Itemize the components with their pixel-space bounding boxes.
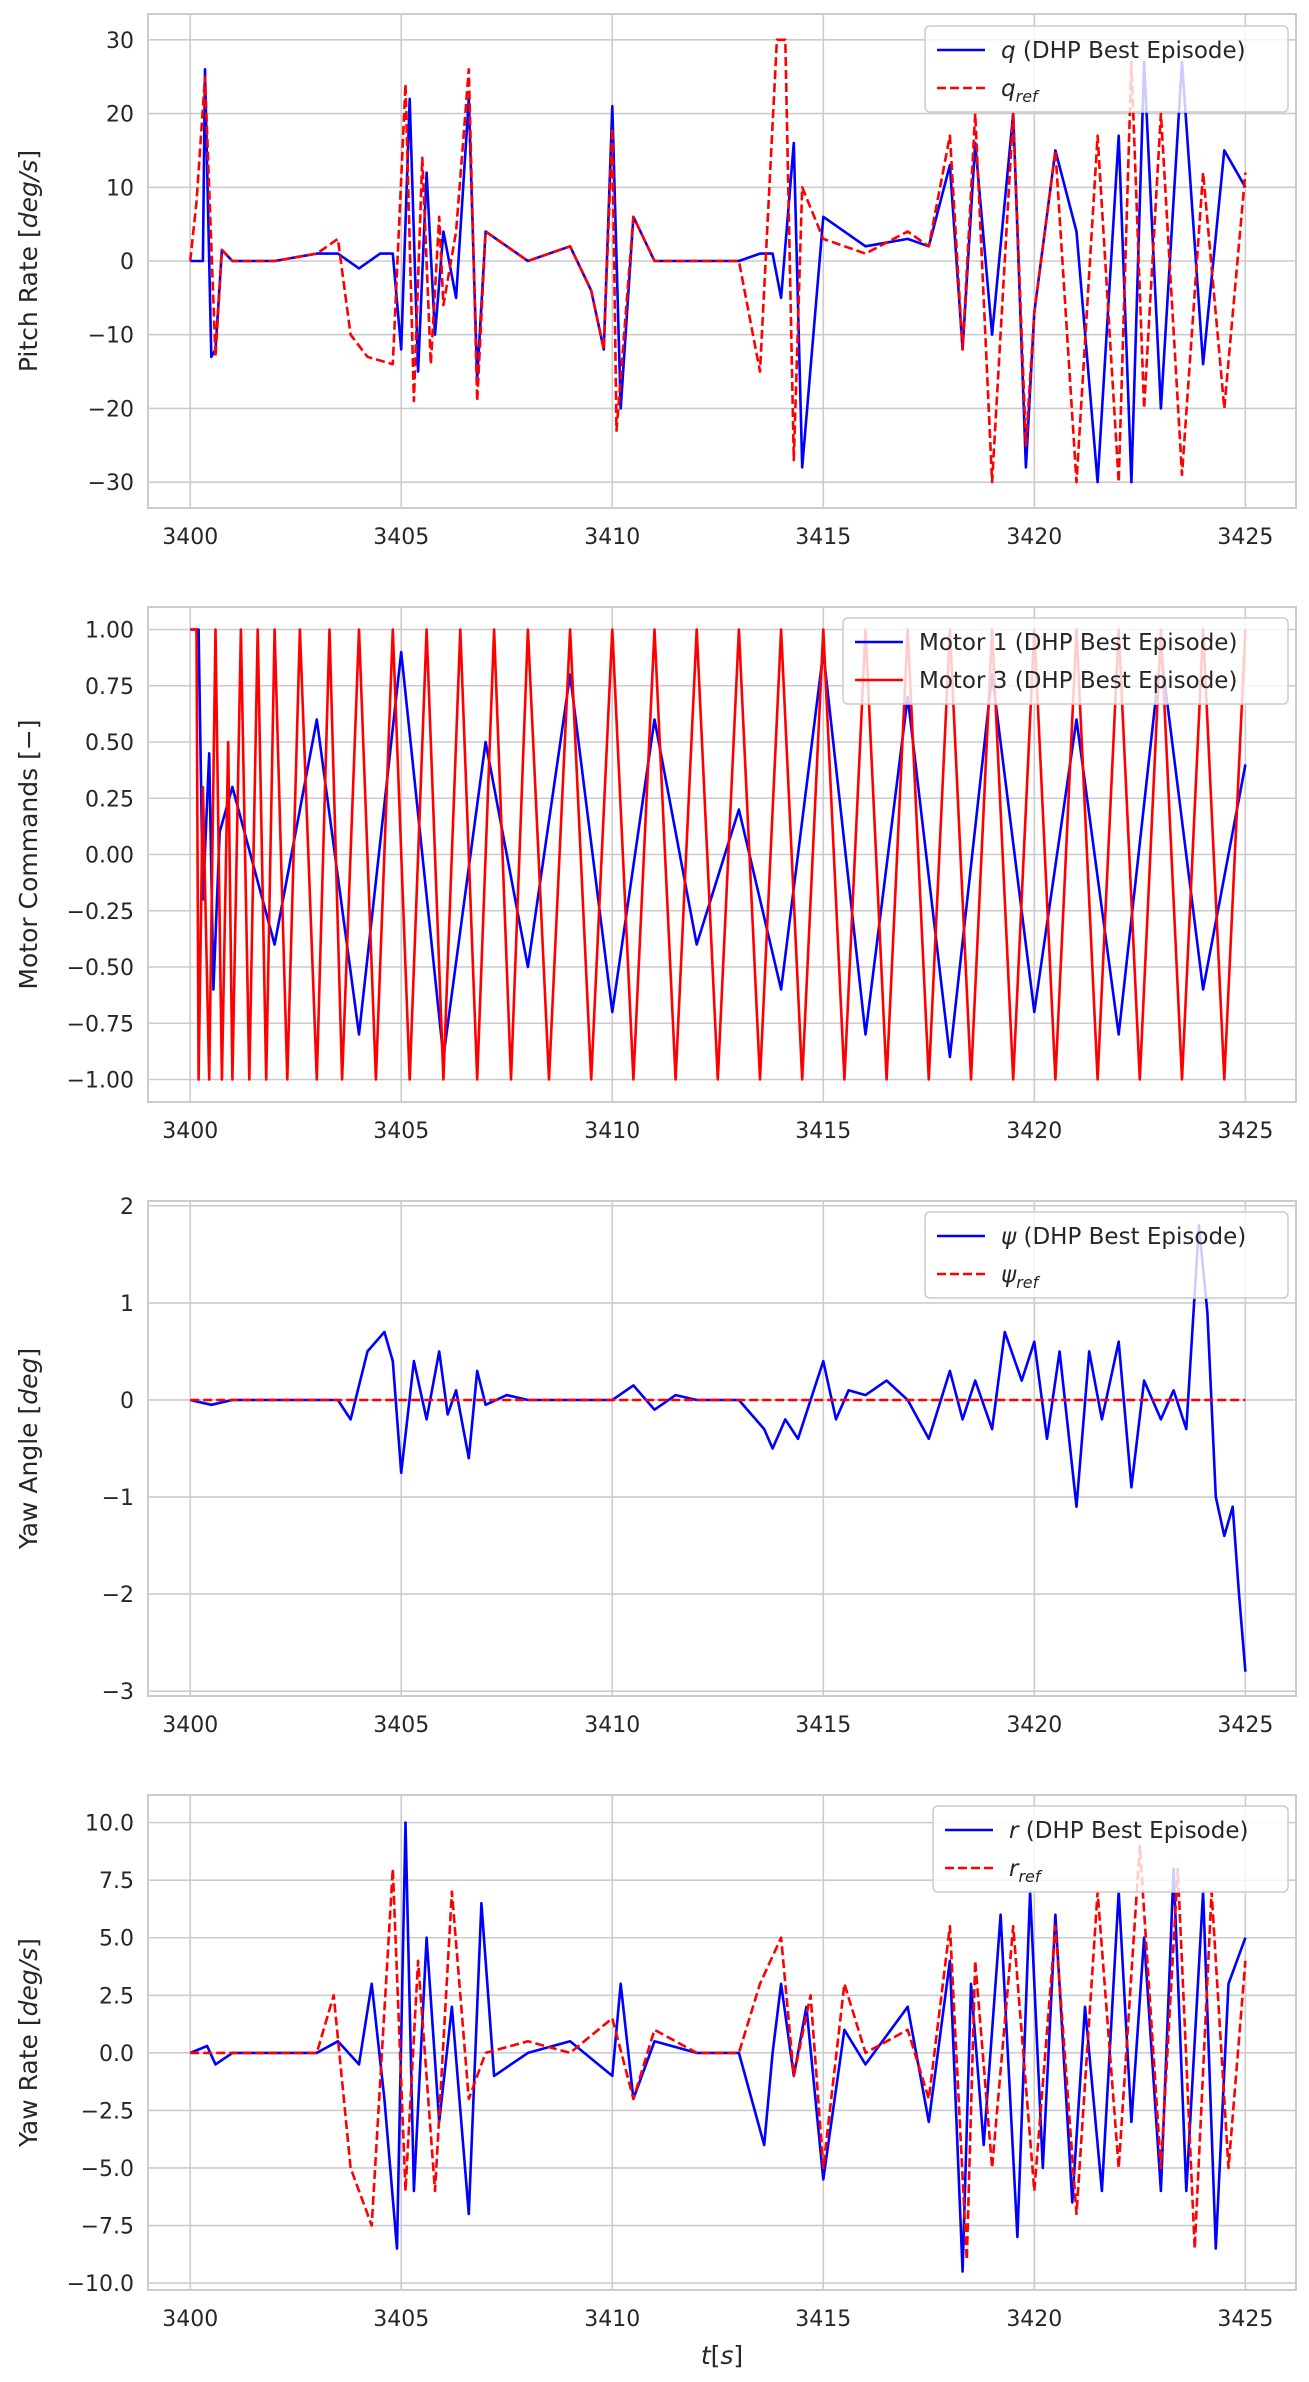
legend-label: rref [1009,1856,1043,1886]
x-tick-label: 3415 [795,2307,851,2332]
x-tick-label: 3420 [1006,525,1062,550]
y-tick-label: −2 [102,1583,134,1608]
y-tick-label: −5.0 [81,2157,134,2182]
axes-frame [147,13,1297,509]
y-tick-label: 0 [120,250,134,275]
y-tick-label: −2.5 [81,2099,134,2124]
y-tick-label: 10 [106,176,134,201]
series-group [189,1821,1247,2273]
legend-label: q (DHP Best Episode) [1001,38,1246,64]
subplot-4: 3400 3405 3410 3415 3420 3425 10.0 7.5 5.0 2.5 0.0… [14,1794,1297,2370]
y-axis-label: Pitch Rate [deg/s] [14,150,43,372]
x-tick-label: 3405 [373,1119,429,1144]
subplot-1: 3400 3405 3410 3415 3420 3425 30 20 10 0 −10 −20 −30… [14,13,1297,550]
subplot-3: 3400 3405 3410 3415 3420 3425 2 1 0 −1 −2 −3 Yaw Ang… [14,1195,1297,1738]
y-tick-label: −3 [102,1680,134,1705]
y-tick-label: −1 [102,1486,134,1511]
x-tick-label: 3410 [584,1119,640,1144]
y-tick-label: −0.75 [67,1012,134,1037]
x-tick-label: 3405 [373,525,429,550]
legend-box [932,1805,1289,1893]
y-tick-label: 0 [120,1389,134,1414]
legend-label: Motor 1 (DHP Best Episode) [919,630,1237,656]
legend: q (DHP Best Episode) qref [924,25,1289,113]
y-tick-label: −1.00 [67,1069,134,1094]
legend-label: ψ (DHP Best Episode) [1001,1224,1246,1250]
legend: Motor 1 (DHP Best Episode) Motor 3 (DHP B… [842,617,1289,705]
y-tick-label: 0.0 [99,2042,134,2067]
y-tick-label: 1 [120,1292,134,1317]
series-line-1 [189,1821,1247,2273]
y-tick-label: 1.00 [85,619,134,644]
x-tick-label: 3400 [162,1119,218,1144]
legend-box [924,1211,1289,1299]
y-tick-label: 30 [106,29,134,54]
y-tick-label: −10 [88,324,134,349]
y-axis-label: Motor Commands [−] [14,719,43,989]
subplot-2: 3400 3405 3410 3415 3420 3425 1.00 0.75 0.50 0.25… [14,606,1297,1144]
x-tick-label: 3400 [162,1713,218,1738]
y-tick-label: −20 [88,397,134,422]
y-tick-label: 0.25 [85,787,134,812]
legend-label: r (DHP Best Episode) [1009,1818,1248,1844]
y-tick-label: −30 [88,471,134,496]
y-tick-label: 20 [106,103,134,128]
y-axis-label: Yaw Rate [deg/s] [14,1938,43,2148]
axes-frame [147,1794,1297,2291]
x-tick-label: 3405 [373,2307,429,2332]
y-tick-label: 10.0 [85,1812,134,1837]
x-axis-label: t[s] [701,2341,743,2370]
axes-frame [147,606,1297,1103]
y-tick-label: 2.5 [99,1984,134,2009]
x-tick-label: 3425 [1217,1713,1273,1738]
y-axis-label: Yaw Angle [deg] [14,1348,43,1550]
x-tick-label: 3425 [1217,2307,1273,2332]
series-line-2 [190,628,1247,1081]
legend-label: Motor 3 (DHP Best Episode) [919,668,1237,694]
series-line-1 [190,628,1247,1059]
x-tick-label: 3405 [373,1713,429,1738]
x-tick-label: 3425 [1217,525,1273,550]
x-tick-label: 3400 [162,2307,218,2332]
y-tick-label: 5.0 [99,1927,134,1952]
legend: r (DHP Best Episode) rref [932,1805,1289,1893]
x-tick-label: 3410 [584,2307,640,2332]
series-group [188,38,1247,484]
series-group [190,628,1247,1081]
y-tick-label: 0.00 [85,844,134,869]
x-tick-label: 3415 [795,1713,851,1738]
y-tick-label: 0.50 [85,731,134,756]
x-tick-label: 3420 [1006,1713,1062,1738]
x-tick-label: 3410 [584,1713,640,1738]
x-tick-label: 3415 [795,1119,851,1144]
y-tick-label: −0.50 [67,956,134,981]
x-tick-label: 3420 [1006,2307,1062,2332]
y-tick-label: 7.5 [99,1869,134,1894]
y-tick-label: −0.25 [67,900,134,925]
legend-label: ψref [1001,1262,1041,1292]
x-tick-label: 3410 [584,525,640,550]
legend: ψ (DHP Best Episode) ψref [924,1211,1289,1299]
y-tick-label: 0.75 [85,675,134,700]
x-tick-label: 3400 [162,525,218,550]
x-tick-label: 3415 [795,525,851,550]
y-tick-label: −7.5 [81,2215,134,2240]
series-line-1 [189,1224,1247,1672]
legend-box [924,25,1289,113]
series-group [189,1224,1247,1672]
x-tick-label: 3420 [1006,1119,1062,1144]
series-line-2 [188,38,1247,484]
series-line-2 [190,1844,1247,2262]
x-tick-label: 3425 [1217,1119,1273,1144]
legend-label: qref [1001,76,1040,106]
y-tick-label: −10.0 [67,2272,134,2297]
y-tick-label: 2 [120,1195,134,1220]
legend-box [842,617,1289,705]
axes-frame [147,1200,1297,1697]
gridlines [148,607,1296,1102]
